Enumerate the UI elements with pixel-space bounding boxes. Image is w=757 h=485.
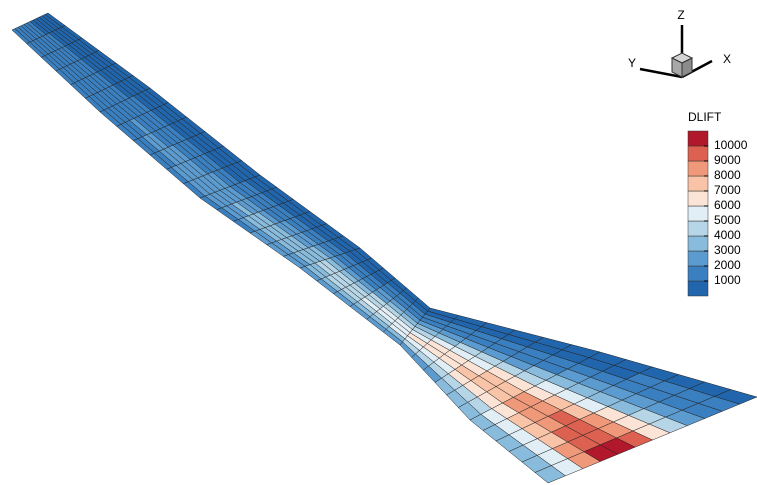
colorbar-band — [687, 235, 709, 252]
colorbar-tick-label: 3000 — [714, 243, 741, 257]
colorbar-tick-label: 6000 — [714, 198, 741, 212]
colorbar-tick-label: 5000 — [714, 213, 741, 227]
wing-surface — [11, 12, 757, 484]
colorbar-band — [687, 160, 709, 177]
colorbar-band — [687, 190, 709, 207]
triad-y-axis — [639, 67, 683, 79]
colorbar-tick-label: 1000 — [714, 273, 741, 287]
colorbar-tick-label: 9000 — [714, 153, 741, 167]
colorbar-band — [687, 130, 709, 147]
triad-y-label: Y — [628, 56, 636, 70]
triad-z-label: Z — [677, 8, 684, 22]
triad-cube — [681, 57, 693, 78]
colorbar: 1000200030004000500060007000800090001000… — [687, 130, 748, 297]
colorbar-band — [687, 220, 709, 237]
colorbar-band — [687, 145, 709, 162]
colorbar-band — [687, 280, 709, 297]
colorbar-band — [687, 205, 709, 222]
colorbar-tick-label: 2000 — [714, 258, 741, 272]
colorbar-band — [687, 175, 709, 192]
colorbar-tick-label: 7000 — [714, 183, 741, 197]
colorbar-band — [687, 250, 709, 267]
colorbar-tick-label: 10000 — [714, 138, 748, 152]
axes-triad: X Y Z — [628, 8, 731, 79]
colorbar-title: DLIFT — [688, 110, 722, 124]
colorbar-band — [687, 265, 709, 282]
triad-x-label: X — [723, 52, 731, 66]
colorbar-tick-label: 8000 — [714, 168, 741, 182]
mesh-cell — [534, 465, 566, 484]
colorbar-tick-label: 4000 — [714, 228, 741, 242]
